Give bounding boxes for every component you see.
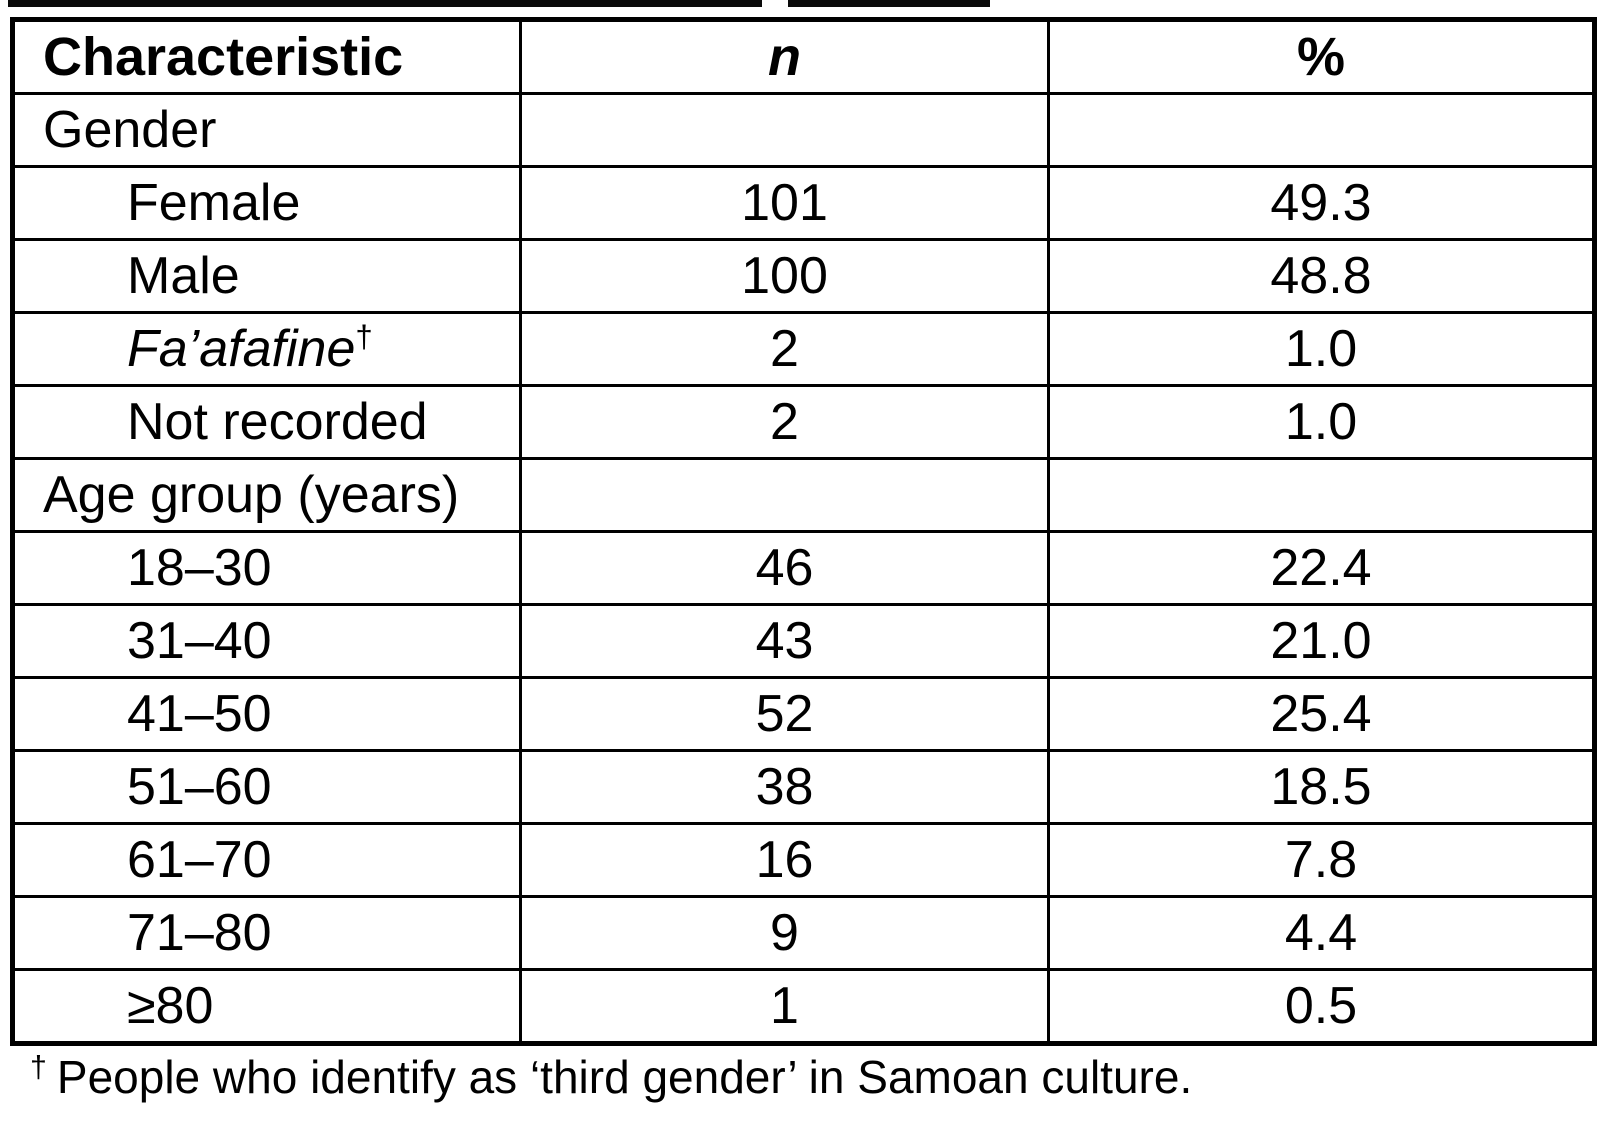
row-label: Age group (years) (11, 457, 522, 533)
cropped-artifact-bar-left (8, 0, 762, 7)
table-row-age-61-70: 61–70 16 7.8 (11, 822, 1596, 898)
table-row-female: Female 101 49.3 (11, 165, 1596, 241)
table-row-male: Male 100 48.8 (11, 238, 1596, 314)
cell-n: 43 (519, 603, 1050, 679)
row-label: 31–40 (11, 603, 522, 679)
cell-n: 2 (519, 384, 1050, 460)
table-row-not-recorded: Not recorded 2 1.0 (11, 384, 1596, 460)
row-label: Female (11, 165, 522, 241)
row-label: 41–50 (11, 676, 522, 752)
faafafine-label: Fa’afafine (127, 320, 356, 378)
table-row-gender-section: Gender (11, 92, 1596, 168)
table-row-age-71-80: 71–80 9 4.4 (11, 895, 1596, 971)
cell-percent: 0.5 (1047, 968, 1596, 1045)
cell-percent: 48.8 (1047, 238, 1596, 314)
cell-percent: 49.3 (1047, 165, 1596, 241)
cell-n (519, 92, 1050, 168)
row-label: 71–80 (11, 895, 522, 971)
table-row-age-41-50: 41–50 52 25.4 (11, 676, 1596, 752)
cropped-artifact-bar-right (788, 0, 990, 7)
table-row-age-18-30: 18–30 46 22.4 (11, 530, 1596, 606)
footnote-text: People who identify as ‘third gender’ in… (56, 1051, 1193, 1103)
cell-n: 1 (519, 968, 1050, 1045)
dagger-superscript: † (355, 319, 373, 355)
cell-percent: 1.0 (1047, 311, 1596, 387)
cell-percent: 1.0 (1047, 384, 1596, 460)
row-label: Male (11, 238, 522, 314)
cell-percent (1047, 457, 1596, 533)
cell-n: 101 (519, 165, 1050, 241)
table-header-row: Characteristic n % (11, 18, 1596, 95)
cropped-artifact-bar (0, 0, 1600, 8)
row-label: Gender (11, 92, 522, 168)
row-label: ≥80 (11, 968, 522, 1045)
table-row-age-51-60: 51–60 38 18.5 (11, 749, 1596, 825)
cell-n (519, 457, 1050, 533)
cell-percent (1047, 92, 1596, 168)
column-header-n: n (519, 18, 1050, 95)
table-row-age-31-40: 31–40 43 21.0 (11, 603, 1596, 679)
column-header-percent: % (1047, 18, 1596, 95)
cell-n: 46 (519, 530, 1050, 606)
row-label: 61–70 (11, 822, 522, 898)
cell-n: 100 (519, 238, 1050, 314)
cell-percent: 22.4 (1047, 530, 1596, 606)
cell-percent: 25.4 (1047, 676, 1596, 752)
demographics-table: Characteristic n % Gender Female 101 49.… (10, 17, 1597, 1046)
table-row-faafafine: Fa’afafine† 2 1.0 (11, 311, 1596, 387)
table-footnote: † People who identify as ‘third gender’ i… (30, 1050, 1570, 1105)
table-row-age-section: Age group (years) (11, 457, 1596, 533)
cell-n: 16 (519, 822, 1050, 898)
row-label: 18–30 (11, 530, 522, 606)
cell-percent: 18.5 (1047, 749, 1596, 825)
cell-percent: 7.8 (1047, 822, 1596, 898)
row-label: Fa’afafine† (11, 311, 522, 387)
table-row-age-80-plus: ≥80 1 0.5 (11, 968, 1596, 1045)
column-header-characteristic: Characteristic (11, 18, 522, 95)
cell-n: 2 (519, 311, 1050, 387)
cell-percent: 4.4 (1047, 895, 1596, 971)
cell-n: 9 (519, 895, 1050, 971)
row-label: Not recorded (11, 384, 522, 460)
cell-n: 38 (519, 749, 1050, 825)
cell-n: 52 (519, 676, 1050, 752)
row-label: 51–60 (11, 749, 522, 825)
cell-percent: 21.0 (1047, 603, 1596, 679)
footnote-dagger-icon: † (30, 1050, 47, 1084)
